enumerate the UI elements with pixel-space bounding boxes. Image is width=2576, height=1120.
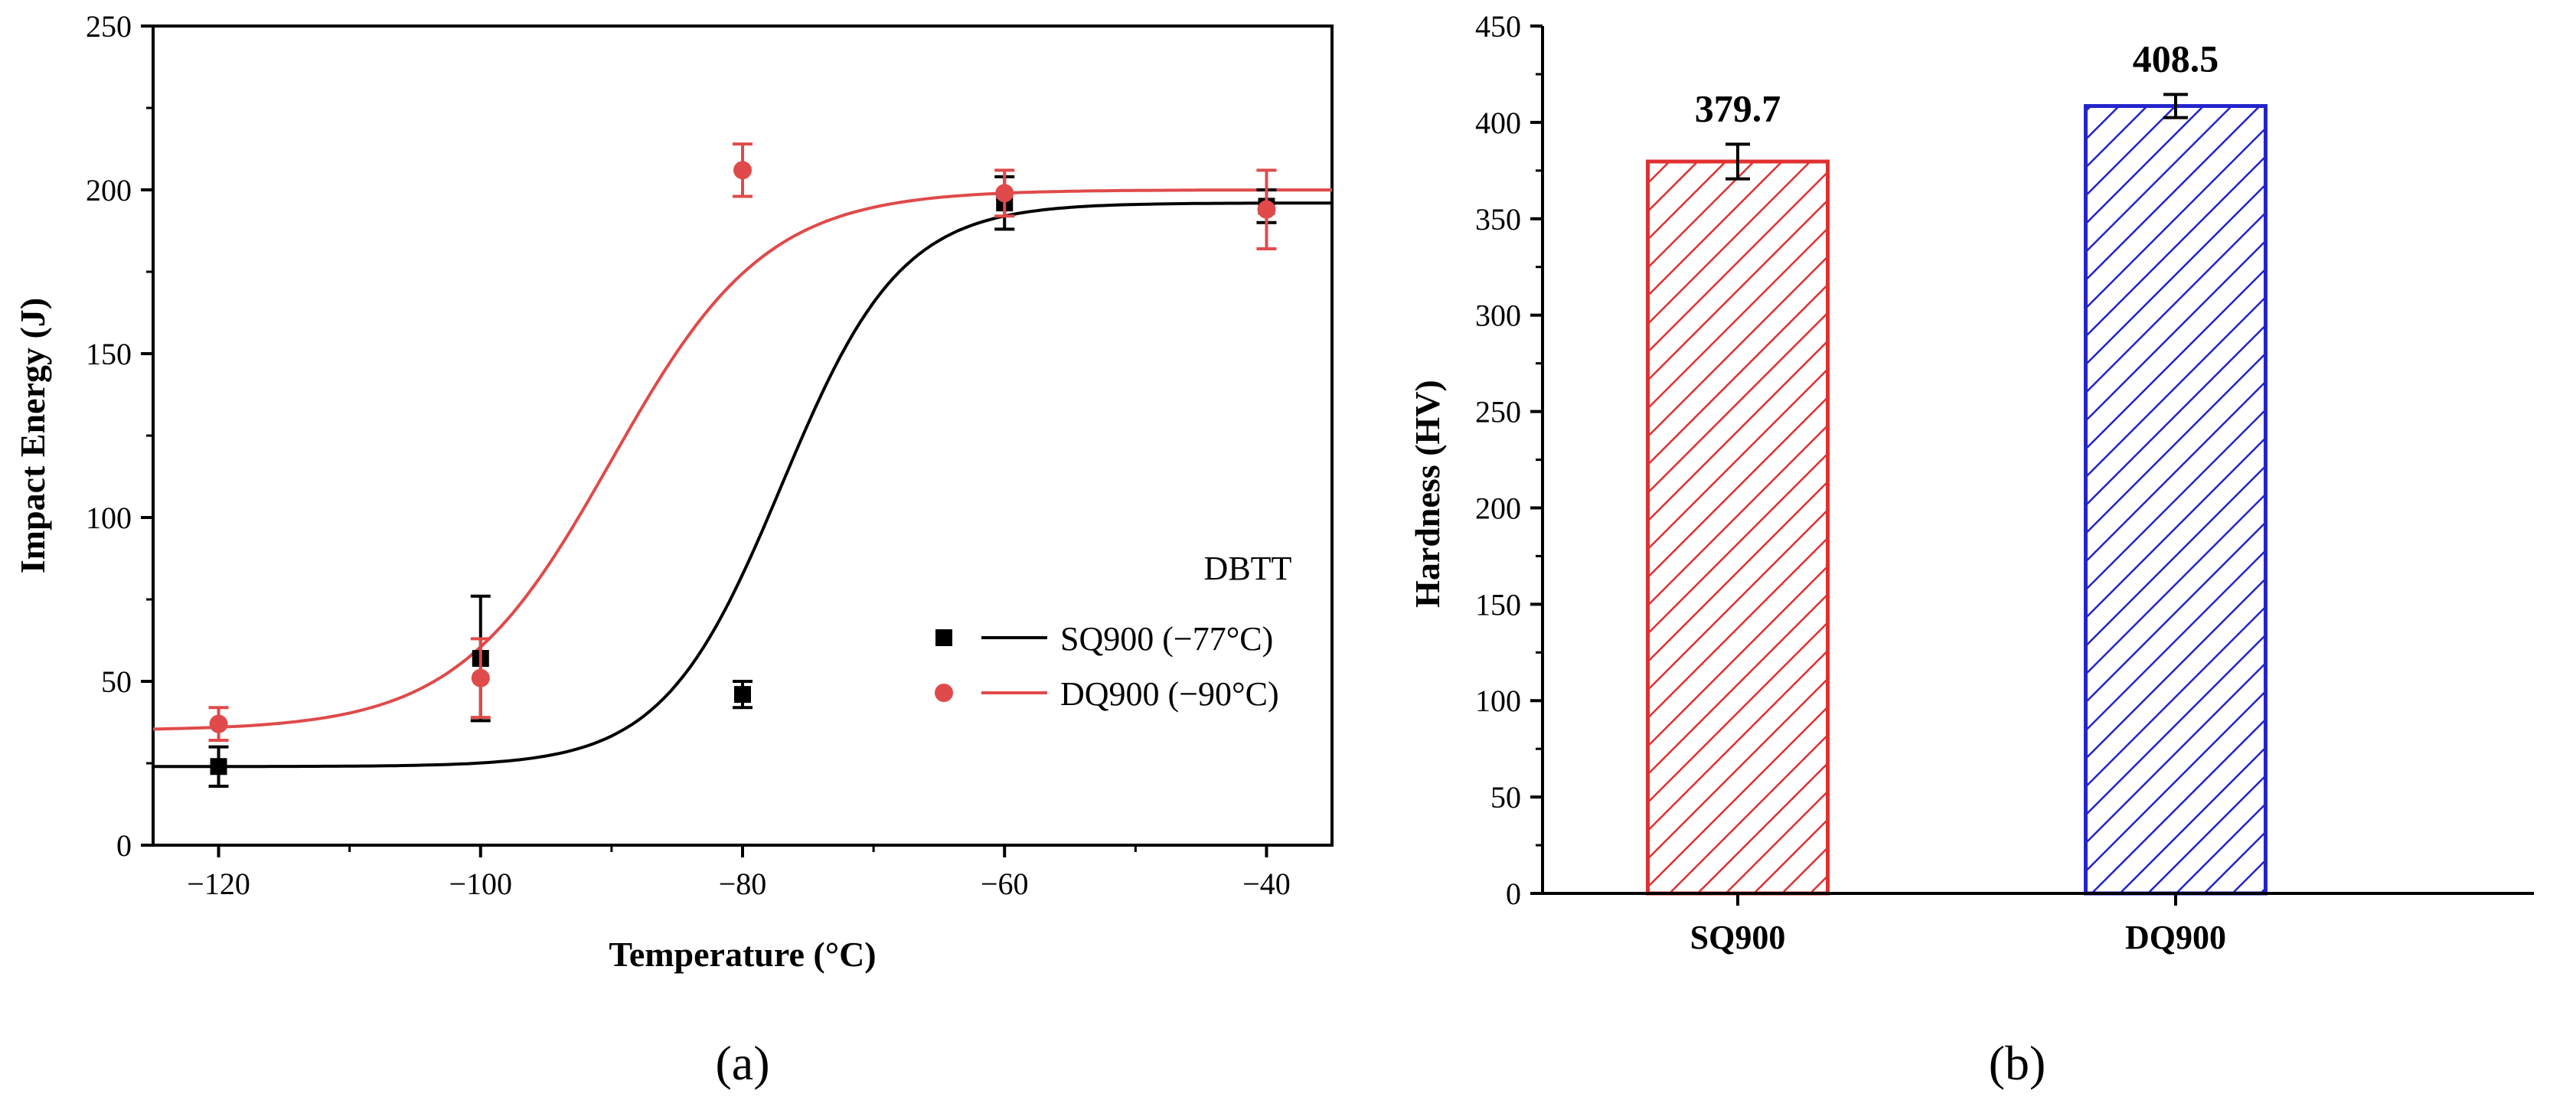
data-point-dq900 xyxy=(471,668,490,687)
y-tick-label: 150 xyxy=(86,337,132,371)
y-tick-label: 50 xyxy=(1490,780,1521,815)
y-tick-label: 0 xyxy=(1506,877,1521,911)
legend-title: DBTT xyxy=(1204,550,1292,587)
y-tick-label: 200 xyxy=(86,173,132,207)
bar-sq900 xyxy=(1646,159,1830,896)
y-tick-label: 200 xyxy=(1475,491,1521,525)
panel-a-data-points xyxy=(208,142,1277,788)
data-point-dq900 xyxy=(1257,200,1276,219)
data-point-dq900 xyxy=(733,161,752,180)
x-tick-label: −120 xyxy=(187,867,250,901)
y-tick-label: 250 xyxy=(1475,395,1521,429)
panel-a-y-axis-label: Impact Energy (J) xyxy=(13,298,52,573)
x-category-label: DQ900 xyxy=(2125,919,2226,956)
data-point-dq900 xyxy=(209,714,228,733)
x-tick-label: −60 xyxy=(981,867,1029,901)
panel-a-legend: DBTT SQ900 (−77°C) DQ900 (−90°C) xyxy=(935,550,1292,713)
panel-b-label: (b) xyxy=(1989,1036,2046,1090)
legend-sq900-marker xyxy=(935,629,952,646)
legend-dq900-label: DQ900 (−90°C) xyxy=(1060,675,1279,713)
panel-b-y-axis-label: Hardness (HV) xyxy=(1408,380,1447,608)
panel-a-axis-ticks: −120 −100 −80 −60 −40 0 50 100 150 200 250 xyxy=(86,9,1291,901)
x-category-label: SQ900 xyxy=(1690,919,1786,956)
panel-a-fit-curves xyxy=(153,188,1332,769)
fit-curve-dq900 xyxy=(153,188,1332,731)
legend-sq900-label: SQ900 (−77°C) xyxy=(1060,620,1273,658)
y-tick-label: 150 xyxy=(1475,587,1521,622)
y-tick-label: 250 xyxy=(86,9,132,44)
bar-value-label: 408.5 xyxy=(2133,37,2219,80)
y-tick-label: 0 xyxy=(116,828,132,863)
panel-b-bars: 379.7 408.5 xyxy=(1646,37,2267,896)
y-tick-label: 100 xyxy=(86,501,132,535)
y-tick-label: 450 xyxy=(1475,9,1521,44)
panel-b-axes: 0 50 100 150 200 250 300 350 400 450 SQ900 DQ900 xyxy=(1475,9,2534,956)
y-tick-label: 300 xyxy=(1475,299,1521,333)
panel-b-hardness-chart: 379.7 408.5 0 50 100 150 200 250 300 350 400 450 SQ… xyxy=(1408,9,2534,1090)
y-tick-label: 100 xyxy=(1475,684,1521,718)
y-tick-label: 50 xyxy=(101,664,132,699)
x-tick-label: −40 xyxy=(1242,867,1291,901)
y-tick-label: 350 xyxy=(1475,202,1521,237)
x-tick-label: −100 xyxy=(449,867,512,901)
y-tick-label: 400 xyxy=(1475,106,1521,140)
fit-curve-sq900 xyxy=(153,201,1332,769)
x-tick-label: −80 xyxy=(719,867,767,901)
bar-dq900 xyxy=(2084,103,2267,896)
panel-a-x-axis-label: Temperature (°C) xyxy=(609,935,876,974)
data-point-sq900 xyxy=(210,758,227,776)
data-point-sq900 xyxy=(734,686,751,704)
panel-a-impact-energy-chart: −120 −100 −80 −60 −40 0 50 100 150 200 250 Tempera… xyxy=(13,9,1334,1090)
legend-dq900-marker xyxy=(935,684,953,702)
panel-a-label: (a) xyxy=(715,1036,769,1090)
data-point-dq900 xyxy=(995,184,1014,203)
bar-value-label: 379.7 xyxy=(1695,87,1781,129)
